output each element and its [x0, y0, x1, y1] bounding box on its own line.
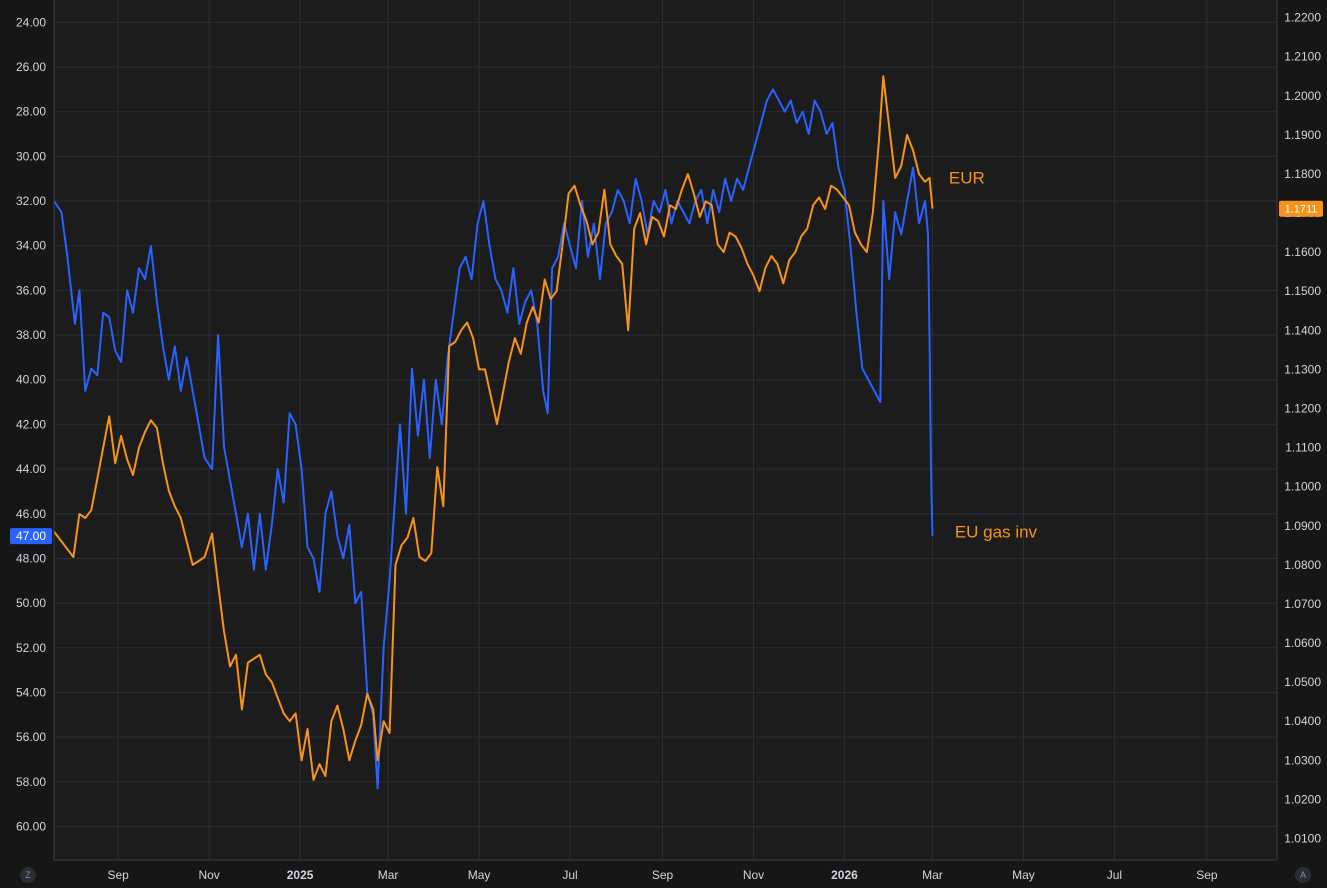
left-tick-label: 48.00	[16, 551, 46, 565]
left-tick-label: 32.00	[16, 194, 46, 208]
right-tick-label: 1.1500	[1284, 284, 1321, 298]
left-tick-label: 40.00	[16, 373, 46, 387]
grid	[54, 0, 1277, 860]
left-tick-label: 44.00	[16, 462, 46, 476]
right-tick-label: 1.1100	[1285, 441, 1321, 455]
x-tick-label: Sep	[652, 868, 674, 882]
right-tick-label: 1.1400	[1284, 323, 1321, 337]
last-value-labels: 47.00 1.1711	[10, 200, 1323, 545]
right-tick-label: 1.0500	[1284, 675, 1321, 689]
right-tick-label: 1.0100	[1284, 832, 1321, 846]
series-layer	[53, 75, 934, 790]
right-tick-label: 1.2000	[1284, 89, 1321, 103]
annotations: EUR EU gas inv	[949, 169, 1038, 542]
left-tick-label: 36.00	[16, 283, 46, 297]
right-tick-label: 1.2100	[1284, 50, 1321, 64]
left-tick-label: 60.00	[16, 819, 46, 833]
left-tick-label: 58.00	[16, 775, 46, 789]
x-tick-label: Jul	[1107, 868, 1122, 882]
auto-scale-right-label[interactable]: A	[1300, 870, 1306, 880]
plot-area	[54, 0, 1277, 860]
auto-scale-left-button[interactable]: Z	[20, 867, 36, 883]
x-tick-label: Mar	[378, 868, 399, 882]
x-tick-label: May	[468, 868, 491, 882]
series-annotation: EU gas inv	[955, 523, 1038, 542]
left-axis[interactable]: 24.00 26.00 28.00 30.00 32.00 34.00 36.00 38.00…	[16, 15, 46, 833]
left-tick-label: 34.00	[16, 239, 46, 253]
right-tick-label: 1.0900	[1284, 519, 1321, 533]
right-tick-label: 1.1000	[1284, 480, 1321, 494]
right-tick-label: 1.0200	[1284, 792, 1321, 806]
left-tick-label: 52.00	[16, 641, 46, 655]
right-tick-label: 1.1900	[1284, 128, 1321, 142]
right-last-value-badge	[1279, 200, 1323, 217]
right-tick-label: 1.1200	[1284, 402, 1321, 416]
right-tick-label: 1.1800	[1284, 167, 1321, 181]
left-tick-label: 42.00	[16, 417, 46, 431]
left-tick-label: 46.00	[16, 507, 46, 521]
x-tick-label: Mar	[922, 868, 943, 882]
left-tick-label: 50.00	[16, 596, 46, 610]
left-tick-label: 28.00	[16, 105, 46, 119]
left-last-value-badge	[10, 528, 52, 545]
right-tick-label: 1.1300	[1284, 362, 1321, 376]
auto-scale-left-label[interactable]: Z	[25, 870, 31, 880]
right-last-value-text: 1.1711	[1285, 204, 1318, 216]
eur-line	[53, 75, 934, 781]
left-tick-label: 38.00	[16, 328, 46, 342]
left-tick-label: 30.00	[16, 149, 46, 163]
x-tick-label: Jul	[562, 868, 577, 882]
right-tick-label: 1.0700	[1284, 597, 1321, 611]
left-tick-label: 56.00	[16, 730, 46, 744]
x-tick-label: May	[1012, 868, 1035, 882]
auto-scale-right-button[interactable]: A	[1295, 867, 1311, 883]
x-tick-label: Sep	[1196, 868, 1218, 882]
time-axis[interactable]: Sep Nov 2025 Mar May Jul Sep Nov 2026 Mar May Jul Se…	[107, 868, 1217, 882]
right-tick-label: 1.0800	[1284, 558, 1321, 572]
x-tick-label: 2025	[287, 868, 314, 882]
right-tick-label: 1.0600	[1284, 636, 1321, 650]
x-tick-label: Nov	[743, 868, 764, 882]
x-tick-label: 2026	[831, 868, 858, 882]
auto-scale-right-circle[interactable]	[1295, 867, 1311, 883]
auto-scale-left-circle[interactable]	[20, 867, 36, 883]
right-tick-label: 1.1600	[1284, 245, 1321, 259]
left-tick-label: 24.00	[16, 15, 46, 29]
eu-gas-inv-line	[53, 88, 934, 790]
right-tick-label: 1.0400	[1284, 714, 1321, 728]
x-tick-label: Sep	[107, 868, 129, 882]
right-tick-label: 1.0300	[1284, 753, 1321, 767]
left-tick-label: 54.00	[16, 685, 46, 699]
left-tick-label: 26.00	[16, 60, 46, 74]
left-last-value-text: 47.00	[16, 529, 46, 543]
right-tick-label: 1.2200	[1284, 11, 1321, 25]
x-tick-label: Nov	[198, 868, 219, 882]
right-axis[interactable]: 1.22001.21001.20001.19001.18001.17001.16…	[1284, 11, 1321, 846]
series-annotation: EUR	[949, 169, 985, 188]
